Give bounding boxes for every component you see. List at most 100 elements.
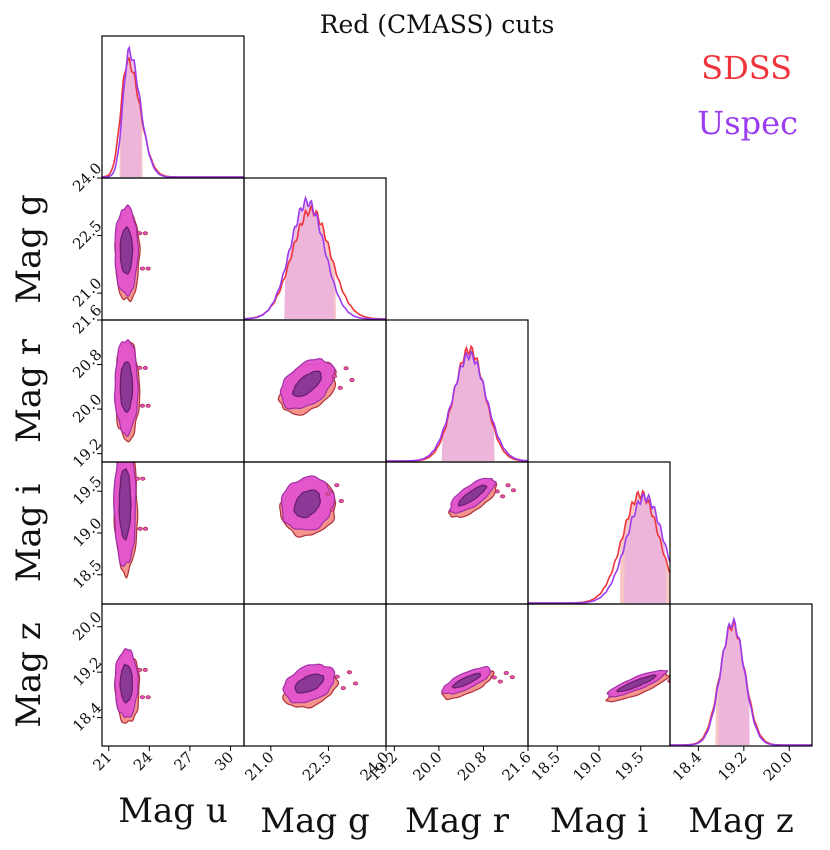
- chart-title: Red (CMASS) cuts: [320, 10, 555, 39]
- y-tick-label: 22.5: [69, 217, 105, 253]
- outlier-point: [338, 498, 344, 503]
- uspec-marginal-curve: [244, 195, 386, 320]
- panel-frame: [385, 461, 529, 605]
- outlier-point: [675, 682, 679, 685]
- outlier-point: [352, 681, 359, 686]
- outlier-point: [142, 667, 148, 672]
- marginal-panel-3: [528, 489, 670, 604]
- contour-panel-0-4: [114, 648, 151, 724]
- x-axis-label-3: Mag i: [550, 801, 649, 841]
- x-tick-label: 21.0: [241, 748, 277, 784]
- contour-panel-2-4: [441, 665, 515, 701]
- y-tick-label: 21.0: [69, 274, 105, 310]
- outlier-point: [494, 489, 500, 494]
- contour-panel-1-3: [279, 475, 344, 538]
- outlier-point: [137, 231, 143, 236]
- uspec-credible-band: [718, 618, 750, 745]
- inner-contour: [119, 361, 134, 413]
- inner-contour: [119, 663, 134, 704]
- y-tick-label: 19.5: [69, 472, 105, 508]
- y-tick-label: 19.2: [69, 653, 105, 689]
- y-tick-label: 19.2: [69, 435, 105, 471]
- x-axis-label-1: Mag g: [260, 801, 369, 841]
- outlier-point: [340, 686, 346, 691]
- uspec-credible-band: [441, 351, 495, 461]
- outlier-point: [505, 483, 511, 488]
- outlier-point: [331, 374, 337, 379]
- contour-panel-2-3: [448, 477, 517, 518]
- outlier-point: [329, 507, 335, 512]
- x-tick-label: 19.2: [714, 748, 750, 784]
- outlier-point: [137, 667, 143, 672]
- inner-contour: [118, 468, 132, 541]
- uspec-marginal-curve: [528, 492, 670, 604]
- x-axis-label-4: Mag z: [688, 801, 794, 841]
- y-tick-label: 20.0: [69, 608, 105, 644]
- outlier-point: [142, 526, 149, 531]
- outlier-point: [134, 476, 140, 481]
- outlier-point: [334, 674, 340, 679]
- y-axis-label-3: Mag i: [9, 484, 49, 583]
- x-tick-label: 19.0: [569, 748, 605, 784]
- y-tick-label: 24.0: [69, 159, 105, 195]
- panel-frame: [385, 603, 529, 747]
- outlier-point: [145, 266, 151, 271]
- x-tick-label: 24: [130, 748, 156, 774]
- outlier-point: [139, 266, 145, 271]
- inner-contour: [451, 672, 482, 689]
- x-axis-label-0: Mag u: [118, 791, 228, 831]
- x-tick-label: 18.5: [528, 748, 564, 784]
- outlier-point: [334, 483, 340, 488]
- x-tick-label: 22.5: [299, 748, 335, 784]
- x-tick-label: 20.0: [409, 748, 445, 784]
- legend-uspec: Uspec: [697, 104, 798, 142]
- outlier-point: [343, 366, 349, 371]
- outlier-point: [349, 377, 355, 382]
- inner-contour: [457, 484, 488, 507]
- outlier-point: [509, 675, 515, 680]
- uspec-credible-band: [284, 198, 335, 319]
- inner-contour: [293, 489, 321, 519]
- x-tick-label: 21: [89, 748, 115, 774]
- contour-panel-0-3: [113, 462, 149, 579]
- y-axis-label-4: Mag z: [9, 622, 49, 728]
- outlier-point: [503, 671, 509, 676]
- x-tick-label: 18.4: [669, 748, 705, 784]
- outlier-point: [139, 695, 145, 700]
- outlier-point: [137, 365, 143, 370]
- x-tick-label: 30: [211, 748, 237, 774]
- legend-sdss: SDSS: [701, 49, 792, 87]
- outlier-point: [690, 677, 694, 680]
- outlier-point: [142, 365, 148, 370]
- x-tick-label: 27: [170, 748, 196, 774]
- marginal-panel-1: [244, 195, 386, 320]
- marginal-panel-0: [102, 45, 244, 178]
- inner-contour: [616, 674, 657, 693]
- y-tick-label: 18.5: [69, 556, 105, 592]
- outlier-point: [139, 403, 145, 408]
- outlier-point: [145, 403, 151, 408]
- outlier-point: [137, 526, 143, 531]
- marginal-panel-4: [670, 616, 812, 746]
- y-axis-label-1: Mag g: [9, 194, 49, 303]
- y-tick-label: 19.0: [69, 514, 105, 550]
- x-axis-label-2: Mag r: [405, 801, 510, 841]
- contour-panel-1-4: [282, 663, 359, 709]
- outlier-point: [510, 488, 517, 493]
- outlier-point: [325, 491, 331, 496]
- y-tick-label: 20.0: [69, 390, 105, 426]
- outlier-point: [140, 476, 146, 481]
- outlier-point: [142, 231, 148, 236]
- contour-panel-0-2: [113, 339, 151, 443]
- x-tick-label: 20.8: [454, 748, 490, 784]
- y-axis-label-2: Mag r: [9, 338, 49, 443]
- outlier-point: [346, 670, 352, 675]
- outlier-point: [145, 695, 151, 700]
- outlier-point: [491, 675, 497, 680]
- y-tick-label: 20.8: [69, 346, 105, 382]
- outlier-point: [682, 675, 686, 678]
- outlier-point: [497, 679, 503, 684]
- x-tick-label: 21.6: [498, 748, 534, 784]
